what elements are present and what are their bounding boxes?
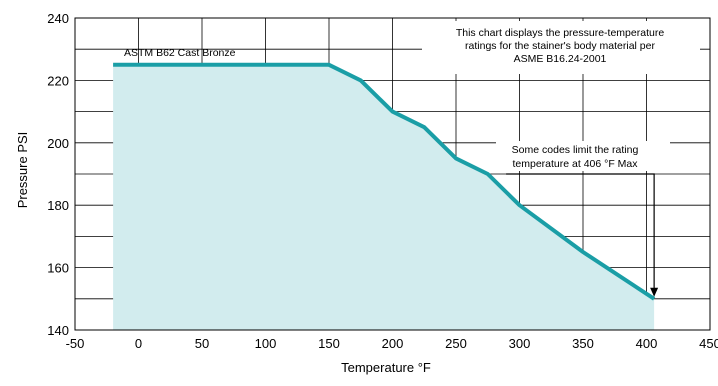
x-tick-label: 100 (255, 336, 277, 351)
x-tick-label: 150 (318, 336, 340, 351)
series-label: ASTM B62 Cast Bronze (124, 47, 236, 59)
x-tick-label: 300 (509, 336, 531, 351)
x-tick-label: 0 (135, 336, 142, 351)
x-tick-label: 450 (699, 336, 718, 351)
y-axis-ticks: 140 160 180 200 220 240 (47, 11, 69, 338)
y-tick-label: 240 (47, 11, 69, 26)
x-tick-label: 50 (195, 336, 209, 351)
x-axis-title: Temperature °F (341, 360, 431, 375)
info-line-2: ratings for the stainer's body material … (465, 40, 655, 52)
y-tick-label: 160 (47, 261, 69, 276)
info-line-3: ASME B16.24-2001 (514, 53, 607, 65)
y-tick-label: 200 (47, 136, 69, 151)
x-tick-label: 250 (445, 336, 467, 351)
y-tick-label: 140 (47, 323, 69, 338)
series-line (113, 62, 656, 301)
limit-note-line-1: Some codes limit the rating (512, 144, 639, 156)
y-tick-label: 180 (47, 198, 69, 213)
y-axis-title: Pressure PSI (15, 132, 30, 209)
limit-arrowhead (650, 287, 659, 297)
x-axis-ticks: -50 0 50 100 150 200 250 300 350 400 450 (66, 336, 718, 351)
limit-arrow (506, 173, 655, 290)
plot-frame (74, 17, 711, 331)
series-area-fill (113, 64, 655, 331)
x-tick-label: -50 (66, 336, 85, 351)
x-tick-label: 350 (572, 336, 594, 351)
x-tick-label: 200 (382, 336, 404, 351)
y-tick-label: 220 (47, 73, 69, 88)
info-line-1: This chart displays the pressure-tempera… (456, 27, 664, 39)
x-tick-label: 400 (636, 336, 658, 351)
info-box (422, 21, 700, 74)
limit-note-box (496, 141, 670, 171)
limit-note-line-2: temperature at 406 °F Max (512, 158, 638, 170)
